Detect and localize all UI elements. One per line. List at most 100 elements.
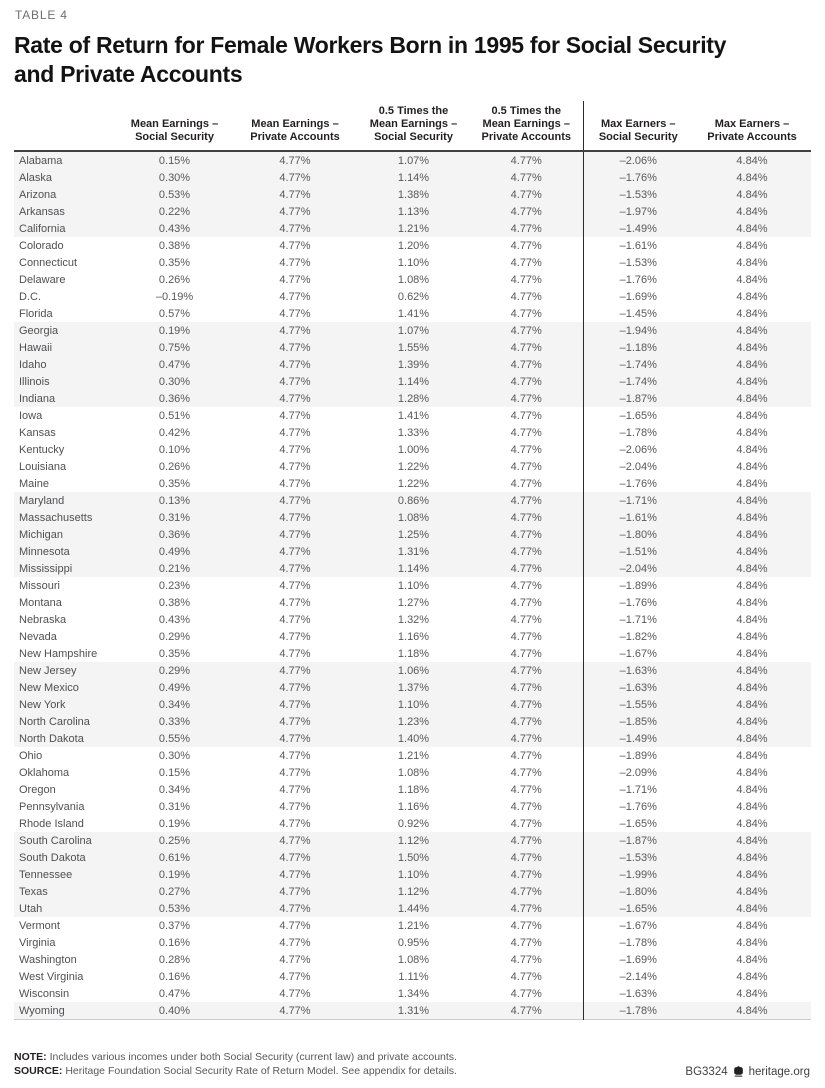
value-cell: 4.77% xyxy=(279,239,311,252)
value-cell: 4.84% xyxy=(736,681,768,694)
value-cell: 4.84% xyxy=(736,766,768,779)
value-cell: 0.26% xyxy=(158,273,191,286)
value-cell: 1.14% xyxy=(397,375,430,388)
value-cell: 4.77% xyxy=(279,273,311,286)
table-row: Nebraska 0.43% 4.77% 1.32% 4.77% –1.71% 4.84% xyxy=(14,611,811,628)
state-name: Mississippi xyxy=(19,562,73,575)
value-cell: –1.78% xyxy=(582,1002,693,1020)
table-row: South Dakota 0.61% 4.77% 1.50% 4.77% –1.53% 4.… xyxy=(14,849,811,866)
table-row: New Mexico 0.49% 4.77% 1.37% 4.77% –1.63% 4.84… xyxy=(14,679,811,696)
value-cell: 4.77% xyxy=(279,528,311,541)
state-name: Tennessee xyxy=(19,868,73,881)
value-cell: –1.80% xyxy=(582,526,693,543)
value-cell: 4.84% xyxy=(736,919,768,932)
table-row: Delaware 0.26% 4.77% 1.08% 4.77% –1.76% 4.84% xyxy=(14,271,811,288)
value-cell: –1.53% xyxy=(582,254,693,271)
value-cell: 4.77% xyxy=(279,766,311,779)
table-row: Colorado 0.38% 4.77% 1.20% 4.77% –1.61% 4.84% xyxy=(14,237,811,254)
value-cell: –1.18% xyxy=(582,339,693,356)
value-cell: 4.77% xyxy=(279,749,311,762)
value-cell: 0.33% xyxy=(158,715,191,728)
state-name: New York xyxy=(19,698,66,711)
value-cell: 1.13% xyxy=(397,205,430,218)
value-cell: 0.51% xyxy=(158,409,191,422)
value-cell: 1.28% xyxy=(397,392,430,405)
table-row: Virginia 0.16% 4.77% 0.95% 4.77% –1.78% 4.84% xyxy=(14,934,811,951)
value-cell: 4.84% xyxy=(736,851,768,864)
column-header: 0.5 Times the Mean Earnings – Private Ac… xyxy=(481,105,571,143)
value-cell: 0.19% xyxy=(158,868,191,881)
state-name: Louisiana xyxy=(19,460,67,473)
state-name: Hawaii xyxy=(19,341,53,354)
state-name: Alabama xyxy=(19,154,63,167)
table-row: Montana 0.38% 4.77% 1.27% 4.77% –1.76% 4.84% xyxy=(14,594,811,611)
table-row: California 0.43% 4.77% 1.21% 4.77% –1.49% 4.84… xyxy=(14,220,811,237)
state-name: Vermont xyxy=(19,919,60,932)
value-cell: 4.84% xyxy=(736,222,768,235)
value-cell: 4.77% xyxy=(279,834,311,847)
value-cell: 4.77% xyxy=(279,613,311,626)
value-cell: 0.40% xyxy=(158,1004,191,1017)
value-cell: 4.84% xyxy=(736,188,768,201)
value-cell: 4.77% xyxy=(279,154,311,167)
value-cell: 1.21% xyxy=(397,919,430,932)
note-text: Includes various incomes under both Soci… xyxy=(46,1051,457,1063)
value-cell: 0.86% xyxy=(397,494,430,507)
value-cell: 4.77% xyxy=(510,970,542,983)
value-cell: 4.84% xyxy=(736,987,768,1000)
value-cell: 4.77% xyxy=(510,681,542,694)
value-cell: 4.77% xyxy=(510,154,542,167)
value-cell: 4.77% xyxy=(279,307,311,320)
value-cell: 1.07% xyxy=(397,154,430,167)
value-cell: 0.35% xyxy=(158,256,191,269)
value-cell: 4.77% xyxy=(279,868,311,881)
table-row: Iowa 0.51% 4.77% 1.41% 4.77% –1.65% 4.84% xyxy=(14,407,811,424)
value-cell: 1.14% xyxy=(397,171,430,184)
value-cell: 4.77% xyxy=(279,817,311,830)
value-cell: 4.77% xyxy=(510,290,542,303)
state-name: Minnesota xyxy=(19,545,70,558)
state-name: Kentucky xyxy=(19,443,65,456)
value-cell: 0.49% xyxy=(158,681,191,694)
value-cell: 4.77% xyxy=(279,579,311,592)
table-row: Georgia 0.19% 4.77% 1.07% 4.77% –1.94% 4.84% xyxy=(14,322,811,339)
value-cell: –1.67% xyxy=(582,645,693,662)
liberty-bell-icon xyxy=(732,1065,745,1078)
value-cell: 4.77% xyxy=(279,375,311,388)
value-cell: 4.77% xyxy=(510,494,542,507)
table-row: South Carolina 0.25% 4.77% 1.12% 4.77% –1.87%… xyxy=(14,832,811,849)
value-cell: 4.84% xyxy=(736,664,768,677)
table-row: Indiana 0.36% 4.77% 1.28% 4.77% –1.87% 4.84% xyxy=(14,390,811,407)
value-cell: 0.13% xyxy=(158,494,191,507)
value-cell: 0.34% xyxy=(158,698,191,711)
note-line: NOTE: Includes various incomes under bot… xyxy=(14,1050,457,1064)
value-cell: 4.84% xyxy=(736,341,768,354)
value-cell: 4.77% xyxy=(279,885,311,898)
value-cell: –1.65% xyxy=(582,900,693,917)
value-cell: –2.14% xyxy=(582,968,693,985)
value-cell: 0.16% xyxy=(158,970,191,983)
value-cell: 1.41% xyxy=(397,409,430,422)
value-cell: 4.84% xyxy=(736,307,768,320)
column-header: Max Earners – Private Accounts xyxy=(707,118,797,143)
value-cell: 4.77% xyxy=(279,426,311,439)
state-name: Utah xyxy=(19,902,43,915)
value-cell: 4.77% xyxy=(510,562,542,575)
value-cell: 4.77% xyxy=(510,545,542,558)
value-cell: 4.77% xyxy=(510,205,542,218)
value-cell: 1.00% xyxy=(397,443,430,456)
value-cell: 0.53% xyxy=(158,188,191,201)
value-cell: –2.04% xyxy=(582,560,693,577)
value-cell: 4.77% xyxy=(510,443,542,456)
value-cell: –1.89% xyxy=(582,747,693,764)
value-cell: –1.63% xyxy=(582,679,693,696)
value-cell: 0.31% xyxy=(158,800,191,813)
table-row: Texas 0.27% 4.77% 1.12% 4.77% –1.80% 4.84% xyxy=(14,883,811,900)
value-cell: 0.95% xyxy=(397,936,430,949)
value-cell: 4.84% xyxy=(736,715,768,728)
value-cell: –1.85% xyxy=(582,713,693,730)
table-body: Alabama 0.15% 4.77% 1.07% 4.77% –2.06% 4.84% Al… xyxy=(14,151,811,1020)
value-cell: 1.21% xyxy=(397,749,430,762)
value-cell: 4.84% xyxy=(736,562,768,575)
